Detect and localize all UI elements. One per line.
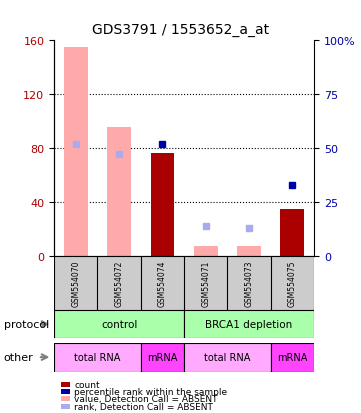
Bar [54,343,141,372]
Text: total RNA: total RNA [74,352,121,362]
Text: GSM554074: GSM554074 [158,260,167,306]
Bar [107,127,131,256]
Text: GSM554075: GSM554075 [288,260,297,306]
Bar [184,310,314,339]
Text: value, Detection Call = ABSENT: value, Detection Call = ABSENT [74,394,218,404]
Bar [141,343,184,372]
Text: GDS3791 / 1553652_a_at: GDS3791 / 1553652_a_at [92,23,269,37]
Bar [64,48,88,256]
Text: total RNA: total RNA [204,352,251,362]
Text: GSM554071: GSM554071 [201,260,210,306]
Bar [280,209,304,256]
Text: percentile rank within the sample: percentile rank within the sample [74,387,227,396]
Bar [194,247,218,256]
Text: control: control [101,319,137,329]
Text: rank, Detection Call = ABSENT: rank, Detection Call = ABSENT [74,402,213,411]
Bar [151,154,174,256]
Text: count: count [74,380,100,389]
Text: GSM554073: GSM554073 [245,260,253,306]
Bar [184,343,271,372]
Text: BRCA1 depletion: BRCA1 depletion [205,319,293,329]
Text: mRNA: mRNA [147,352,178,362]
Text: GSM554070: GSM554070 [71,260,80,306]
Bar [271,343,314,372]
Text: GSM554072: GSM554072 [115,260,123,306]
Bar [54,310,184,339]
Bar [237,247,261,256]
Text: other: other [4,352,33,362]
Text: protocol: protocol [4,319,49,329]
Text: mRNA: mRNA [277,352,308,362]
